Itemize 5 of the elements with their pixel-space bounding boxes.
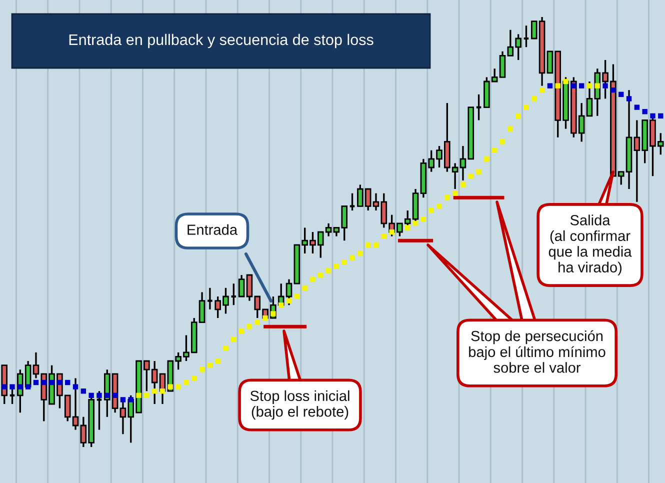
annotation: Entrada xyxy=(188,224,238,235)
annotation: Stop loss inicial (bajo el rebote) xyxy=(250,390,350,420)
text: Entrada en pullback y secuencia de stop loss xyxy=(69,34,374,48)
annotation: Salida (al confirmar que la media ha virado) xyxy=(548,214,632,276)
annotation: Stop de persecución bajo el último mínimo sobre el valor xyxy=(469,330,606,373)
